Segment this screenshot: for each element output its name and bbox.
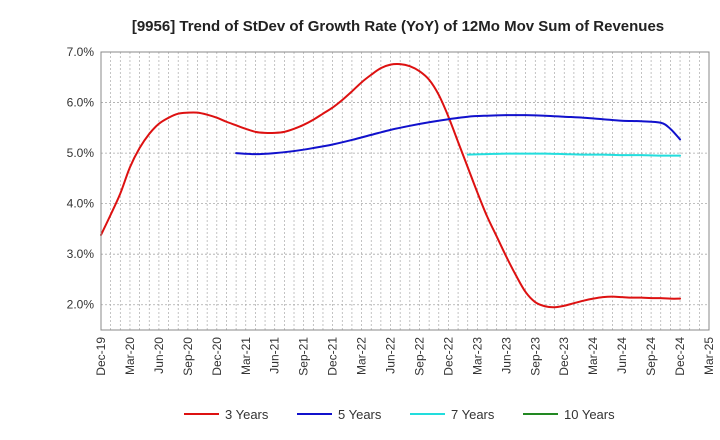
x-tick-label: Dec-20	[210, 337, 224, 376]
x-tick-label: Sep-24	[644, 337, 658, 376]
x-tick-label: Jun-20	[152, 337, 166, 374]
y-tick-label: 5.0%	[67, 146, 95, 160]
x-tick-label: Jun-24	[615, 337, 629, 374]
legend-label-3-years: 3 Years	[225, 407, 269, 422]
legend-label-5-years: 5 Years	[338, 407, 382, 422]
y-tick-label: 3.0%	[67, 247, 95, 261]
x-tick-label: Mar-23	[470, 337, 484, 375]
x-tick-label: Dec-23	[557, 337, 571, 376]
legend-label-10-years: 10 Years	[564, 407, 615, 422]
x-tick-label: Sep-22	[412, 337, 426, 376]
plot-frame	[100, 51, 710, 331]
x-tick-label: Sep-21	[297, 337, 311, 376]
x-tick-label: Dec-19	[94, 337, 108, 376]
y-tick-label: 6.0%	[67, 96, 95, 110]
y-tick-label: 2.0%	[67, 298, 95, 312]
series-line-3-years	[100, 63, 682, 309]
x-tick-label: Mar-25	[702, 337, 716, 375]
x-tick-label: Mar-20	[123, 337, 137, 375]
legend-label-7-years: 7 Years	[451, 407, 495, 422]
chart-title: [9956] Trend of StDev of Growth Rate (Yo…	[132, 18, 664, 35]
series-line-5-years	[235, 114, 682, 156]
x-tick-label: Dec-24	[673, 337, 687, 376]
x-tick-label: Dec-21	[326, 337, 340, 376]
x-axis-ticks: Dec-19 Mar-20 Jun-20 Sep-20 Dec-20 Mar-21 Jun-…	[94, 337, 716, 376]
series-layer	[100, 63, 682, 309]
x-tick-label: Dec-22	[441, 337, 455, 376]
x-tick-label: Mar-24	[586, 337, 600, 375]
x-tick-label: Jun-21	[268, 337, 282, 374]
x-tick-label: Sep-23	[528, 337, 542, 376]
x-tick-label: Mar-21	[239, 337, 253, 375]
y-tick-label: 4.0%	[67, 197, 95, 211]
legend: 3 Years 5 Years 7 Years 10 Years	[184, 407, 615, 422]
y-tick-label: 7.0%	[67, 45, 95, 59]
x-tick-label: Mar-22	[355, 337, 369, 375]
x-tick-label: Sep-20	[181, 337, 195, 376]
series-line-7-years	[466, 152, 682, 157]
x-tick-label: Jun-22	[384, 337, 398, 374]
grid-layer	[100, 51, 710, 330]
y-axis-ticks: 2.0% 3.0% 4.0% 5.0% 6.0% 7.0%	[67, 45, 95, 312]
x-tick-label: Jun-23	[499, 337, 513, 374]
